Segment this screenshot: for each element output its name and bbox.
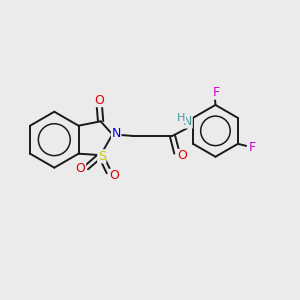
Text: N: N bbox=[183, 115, 192, 128]
Text: O: O bbox=[76, 163, 85, 176]
Text: H: H bbox=[177, 113, 185, 123]
Text: O: O bbox=[109, 169, 119, 182]
Text: N: N bbox=[112, 127, 121, 140]
Text: O: O bbox=[177, 149, 187, 162]
Text: F: F bbox=[248, 141, 256, 154]
Text: F: F bbox=[213, 86, 220, 99]
Text: O: O bbox=[94, 94, 104, 106]
Text: S: S bbox=[98, 150, 106, 163]
